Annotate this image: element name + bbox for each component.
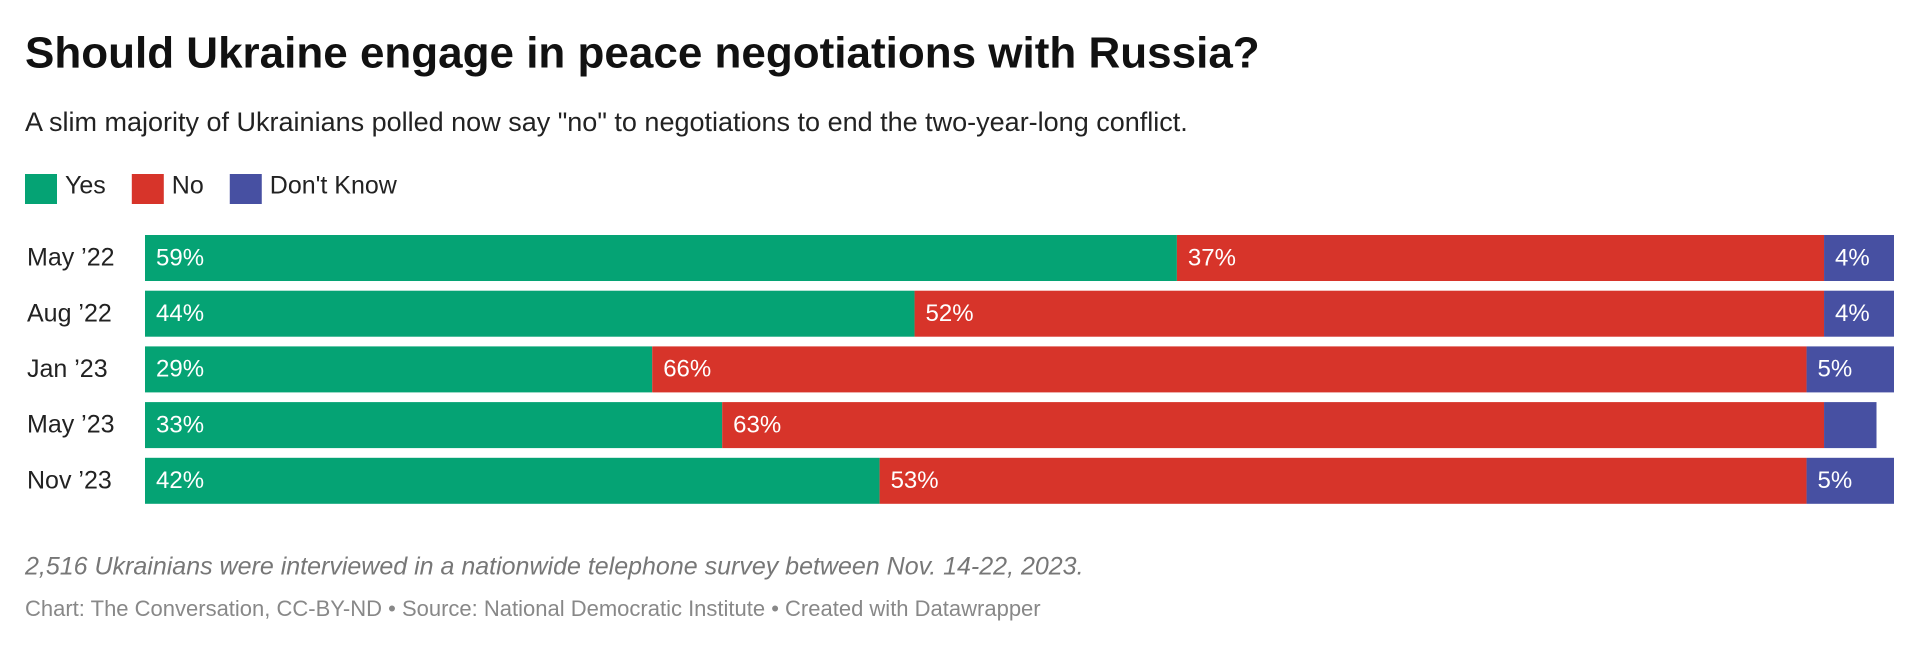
category-label: May ’22 [27,244,115,272]
bar-segment [145,346,653,393]
value-label: 4% [1835,300,1870,327]
category-label: Jan ’23 [27,355,108,383]
bar-segment [145,402,723,449]
value-label: 4% [1835,244,1870,271]
value-label: 44% [156,300,204,327]
bar-segment [722,402,1825,449]
value-label: 66% [663,356,711,383]
chart-subtitle: A slim majority of Ukrainians polled now… [25,107,1188,137]
chart-note: 2,516 Ukrainians were interviewed in a n… [24,553,1084,581]
value-label: 29% [156,356,204,383]
legend-label: Don't Know [270,172,398,200]
legend-swatch [25,174,57,204]
legend-label: Yes [65,172,106,200]
bar-segment [145,457,880,504]
value-label: 63% [733,411,781,438]
bar-segment [1824,290,1894,337]
bar-segment [879,457,1807,504]
legend-swatch [229,174,262,204]
bar-segment [914,290,1825,337]
value-label: 59% [156,244,204,271]
value-label: 52% [926,300,974,327]
legend-label: No [172,172,204,200]
bar-segment [652,346,1807,393]
value-label: 5% [1818,467,1853,494]
chart-title: Should Ukraine engage in peace negotiati… [25,29,1260,78]
bar-segment [1824,402,1877,449]
bar-segment [1806,346,1894,393]
bar-segment [145,235,1177,281]
value-label: 53% [891,467,939,494]
value-label: 5% [1818,356,1853,383]
value-label: 37% [1188,244,1236,271]
category-label: May ’23 [27,411,115,439]
value-label: 42% [156,467,204,494]
bar-segment [1806,457,1894,504]
chart-source: Chart: The Conversation, CC-BY-ND • Sour… [25,596,1041,621]
category-label: Aug ’22 [27,299,112,327]
value-label: 33% [156,411,204,438]
bar-segment [145,290,915,337]
bar-segment [1176,235,1825,281]
category-label: Nov ’23 [27,466,112,494]
bar-segment [1824,235,1894,281]
legend-swatch [131,174,164,204]
